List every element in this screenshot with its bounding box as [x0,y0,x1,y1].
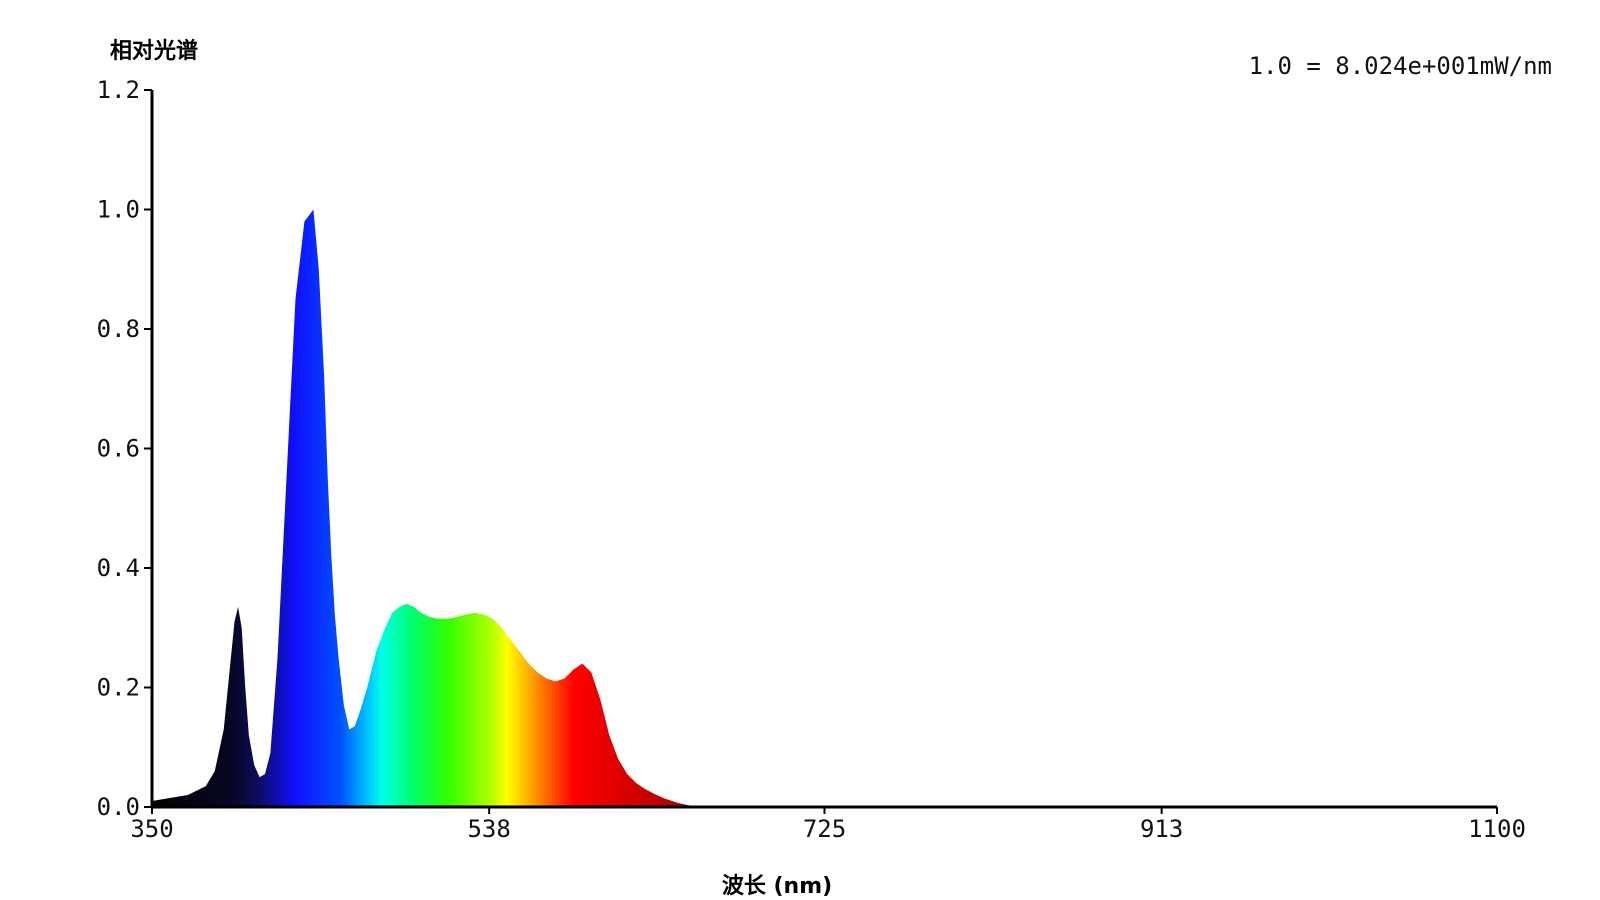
y-tick-label: 0.0 [97,793,140,821]
axes [150,90,1497,809]
x-tick-label: 725 [803,815,846,843]
x-tick-label: 1100 [1468,815,1526,843]
y-axis-ticks: 0.0 0.2 0.4 0.6 0.8 1.0 1.2 [97,76,152,821]
y-axis-label: 相对光谱 [110,38,198,64]
x-axis-ticks: 350 538 725 913 1100 [130,807,1526,843]
y-tick-label: 1.2 [97,76,140,104]
spectrum-area [152,209,1497,807]
x-tick-label: 913 [1140,815,1183,843]
y-tick-label: 1.0 [97,196,140,224]
y-tick-label: 0.6 [97,435,140,463]
x-axis-label: 波长 (nm) [722,874,832,899]
y-tick-label: 0.8 [97,315,140,343]
scale-annotation: 1.0 = 8.024e+001mW/nm [1249,52,1552,80]
y-tick-label: 0.4 [97,554,140,582]
y-tick-label: 0.2 [97,674,140,702]
x-tick-label: 538 [467,815,510,843]
x-tick-label: 350 [130,815,173,843]
